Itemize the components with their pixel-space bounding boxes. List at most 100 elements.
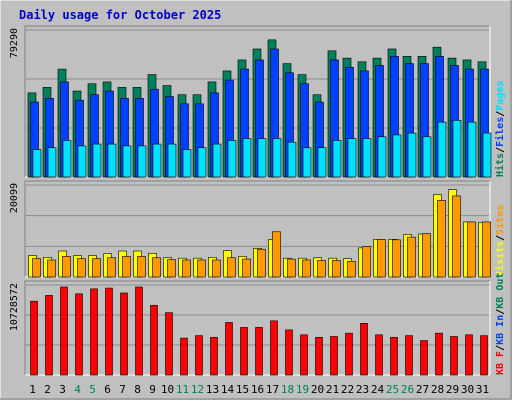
bar-pages (182, 149, 192, 178)
bar-kb-f (135, 286, 143, 376)
bar-pages (152, 143, 162, 178)
x-tick-label: 3 (59, 383, 66, 396)
bar-kb-f (180, 337, 188, 376)
legend-entry: Files (494, 117, 506, 147)
legend-entry: / (495, 147, 506, 153)
bar-sites (437, 200, 446, 278)
x-tick-label: 19 (296, 383, 309, 396)
bar-sites (77, 258, 86, 278)
bar-sites (452, 195, 461, 278)
bar-kb-f (210, 336, 218, 376)
bar-sites (467, 221, 476, 278)
legend-entry: Pages (495, 81, 506, 111)
x-tick-label: 6 (104, 383, 111, 396)
bar-sites (332, 260, 341, 278)
x-tick-label: 26 (401, 383, 414, 396)
bar-kb-f (480, 335, 488, 376)
x-tick-label: 30 (461, 383, 474, 396)
x-tick-label: 23 (356, 383, 369, 396)
bar-kb-f (105, 287, 113, 376)
x-tick-label: 16 (251, 383, 264, 396)
bar-kb-f (390, 336, 398, 376)
x-tick-label: 8 (134, 383, 141, 396)
bar-sites (62, 256, 71, 278)
x-tick-label: 10 (161, 383, 174, 396)
x-tick-label: 14 (221, 383, 235, 396)
bar-pages (167, 143, 177, 178)
bar-pages (92, 143, 102, 178)
bar-kb-f (330, 336, 338, 376)
bar-kb-f (450, 336, 458, 376)
bar-pages (377, 136, 387, 178)
legend-entry: Sites (494, 205, 506, 235)
bar-sites (302, 259, 311, 278)
bar-pages (212, 143, 222, 178)
x-tick-label: 13 (206, 383, 219, 396)
bar-kb-f (405, 335, 413, 376)
bar-pages (392, 134, 402, 178)
bar-kb-f (300, 334, 308, 376)
bar-sites (182, 259, 191, 278)
bar-sites (107, 257, 116, 278)
bar-kb-f (435, 332, 443, 376)
chart-panels: 79290Hits/Files/Pages20099Visits/Sites10… (9, 25, 506, 376)
bar-sites (257, 248, 266, 278)
bar-pages (122, 145, 132, 178)
bar-kb-f (60, 286, 68, 376)
x-tick-label: 27 (416, 383, 429, 396)
x-tick-label: 20 (311, 383, 324, 396)
bar-pages (287, 141, 297, 178)
x-tick-label: 2 (44, 383, 51, 396)
bar-kb-f (315, 336, 323, 376)
bar-pages (197, 147, 207, 178)
x-tick-label: 1 (29, 383, 36, 396)
bar-kb-f (360, 323, 368, 376)
bar-pages (272, 138, 282, 178)
legend-entry: Hits (494, 153, 506, 177)
legend-entry: Visits (494, 241, 506, 277)
bar-kb-f (465, 334, 473, 376)
bar-pages (407, 132, 417, 178)
bar-pages (242, 138, 252, 178)
legend: Hits/Files/Pages (494, 81, 506, 177)
bar-pages (437, 121, 447, 178)
bar-pages (332, 140, 342, 178)
chart-title: Daily usage for October 2025 (19, 8, 221, 22)
x-tick-label: 17 (266, 383, 279, 396)
bar-kb-f (90, 288, 98, 376)
x-tick-label: 7 (119, 383, 126, 396)
bar-sites (92, 258, 101, 278)
legend-entry: / (495, 111, 506, 117)
bar-pages (452, 120, 462, 178)
bar-pages (47, 147, 57, 178)
bar-pages (347, 138, 357, 178)
bar-sites (197, 259, 206, 278)
bar-kb-f (255, 327, 263, 376)
bar-pages (107, 143, 117, 178)
bar-sites (482, 221, 491, 278)
bar-kb-f (240, 327, 248, 376)
x-tick-label: 12 (191, 383, 204, 396)
panel-visits-sites: 20099 Visits/Sites (9, 180, 506, 278)
bar-pages (227, 140, 237, 178)
bar-sites (287, 258, 296, 278)
bar-kb-f (285, 329, 293, 376)
legend-entry: / (495, 235, 506, 241)
bar-pages (362, 138, 372, 178)
x-tick-label: 5 (89, 383, 96, 396)
legend-entry: / (495, 345, 506, 351)
bar-sites (212, 259, 221, 278)
bar-sites (152, 257, 161, 278)
bar-kb-f (345, 332, 353, 376)
bar-pages (422, 136, 432, 178)
x-tick-label: 24 (371, 383, 385, 396)
x-tick-label: 29 (446, 383, 459, 396)
x-tick-label: 28 (431, 383, 444, 396)
bar-sites (47, 259, 56, 278)
bar-kb-f (420, 340, 428, 376)
bar-sites (362, 246, 371, 278)
bar-sites (317, 260, 326, 278)
bar-kb-f (270, 320, 278, 376)
